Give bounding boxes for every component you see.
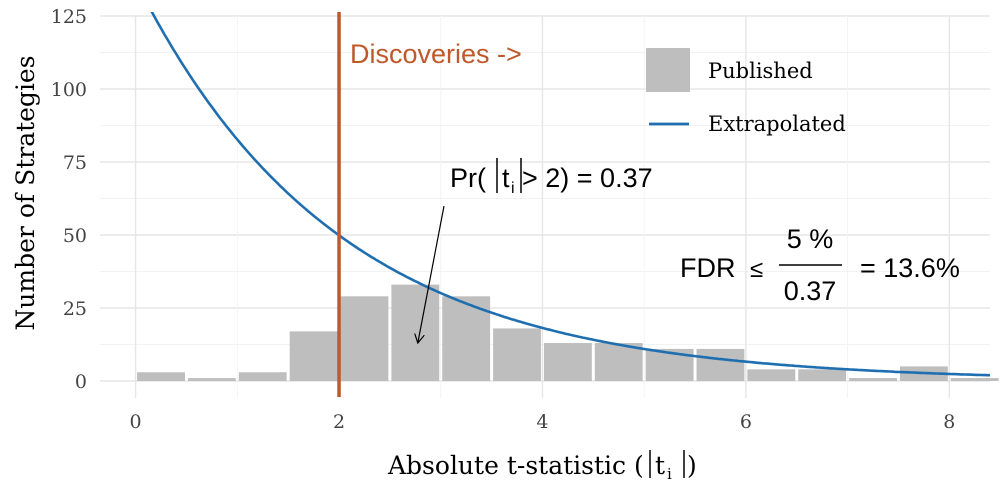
bar-published <box>289 331 338 381</box>
bar-published <box>137 372 185 381</box>
pr-prefix: Pr( <box>450 163 486 193</box>
x-tick-label: 6 <box>740 411 752 433</box>
y-axis-ticks: 0 25 50 75 100 125 <box>51 6 87 393</box>
legend-label-published: Published <box>708 59 813 83</box>
legend-label-extrapolated: Extrapolated <box>708 112 846 136</box>
x-axis-title-t: t <box>655 451 665 480</box>
fdr-numerator: 5 % <box>787 224 834 254</box>
fdr-result: = 13.6% <box>860 253 960 283</box>
annotation-arrow <box>418 205 445 342</box>
x-tick-label: 2 <box>333 411 345 433</box>
discoveries-label: Discoveries -> <box>350 39 522 69</box>
bar-published <box>340 296 389 381</box>
x-axis-title-main: Absolute t-statistic ( <box>387 451 644 480</box>
bar-published <box>798 369 847 381</box>
bar-published <box>849 378 897 381</box>
bar-published <box>187 378 236 381</box>
y-axis-title: Number of Strategies <box>11 55 40 330</box>
pr-t: t <box>502 163 510 193</box>
bars <box>137 284 999 381</box>
svg-text:Absolute t-statistic (: Absolute t-statistic ( <box>387 451 644 480</box>
bar-published <box>696 348 745 381</box>
bar-published <box>747 369 796 381</box>
svg-text:i: i <box>667 465 672 483</box>
svg-text:): ) <box>687 451 697 480</box>
y-tick-label: 0 <box>75 371 87 393</box>
grid <box>100 15 990 398</box>
fdr-formula: FDR ≤ 5 % 0.37 = 13.6% <box>680 224 960 306</box>
y-tick-label: 25 <box>63 298 87 320</box>
y-tick-label: 75 <box>63 152 87 174</box>
x-axis-title-close: ) <box>687 451 697 480</box>
extrapolated-curve <box>150 12 990 377</box>
y-tick-label: 100 <box>51 79 87 101</box>
y-tick-label: 50 <box>63 225 87 247</box>
y-tick-label: 125 <box>51 6 87 28</box>
fdr-label: FDR <box>680 253 736 283</box>
x-tick-label: 8 <box>943 411 955 433</box>
bar-published <box>493 328 541 381</box>
bar-published <box>238 372 287 381</box>
fdr-denominator: 0.37 <box>784 276 837 306</box>
x-tick-label: 4 <box>536 411 548 433</box>
bar-published <box>594 343 643 381</box>
pr-rest: > 2) = 0.37 <box>522 163 653 193</box>
bar-published <box>543 343 592 381</box>
svg-text:> 2) = 0.37: > 2) = 0.37 <box>522 163 653 193</box>
legend-swatch-published <box>646 48 690 92</box>
svg-text:i: i <box>511 180 515 197</box>
svg-text:t: t <box>655 451 665 480</box>
bar-published <box>950 378 999 381</box>
x-axis-title-sub: i <box>667 465 672 483</box>
probability-annotation: Pr( t i > 2) = 0.37 <box>450 158 653 197</box>
x-axis-ticks: 0 2 4 6 8 <box>130 411 956 433</box>
svg-text:Pr(: Pr( <box>450 163 486 193</box>
x-axis-title: Absolute t-statistic ( t i ) <box>387 450 697 483</box>
pr-sub: i <box>511 180 515 197</box>
legend: Published Extrapolated <box>646 48 846 136</box>
bar-published <box>391 284 440 381</box>
x-tick-label: 0 <box>130 411 142 433</box>
svg-text:t: t <box>502 163 510 193</box>
fdr-leq: ≤ <box>750 256 763 283</box>
